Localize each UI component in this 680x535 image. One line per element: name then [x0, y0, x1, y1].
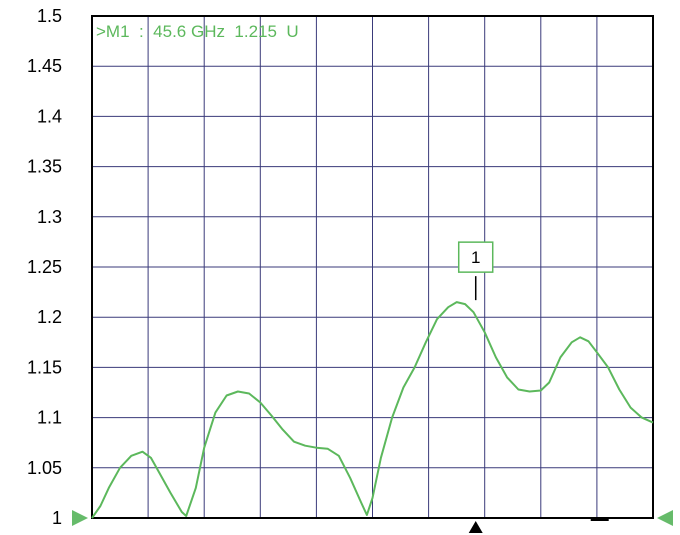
y-tick-label: 1.2: [37, 307, 62, 327]
y-tick-label: 1: [52, 508, 62, 528]
grid: [91, 15, 654, 519]
y-tick-label: 1.25: [27, 257, 62, 277]
y-tick-labels: 1.5 1.45 1.4 1.35 1.3 1.25 1.2 1.15 1.1 1.05 1: [27, 6, 62, 528]
marker-box: [457, 241, 494, 273]
marker-readout: >M1 : 45.6 GHz 1.215 U: [96, 22, 299, 41]
marker-layer: 1: [457, 241, 494, 301]
y-tick-label: 1.05: [27, 458, 62, 478]
reference-arrow-right: [657, 510, 673, 526]
y-tick-label: 1.45: [27, 56, 62, 76]
y-tick-label: 1.4: [37, 106, 62, 126]
marker-label: 1: [471, 248, 480, 267]
y-tick-label: 1.15: [27, 357, 62, 377]
y-tick-label: 1.1: [37, 408, 62, 428]
reference-arrow-left-icon: [72, 510, 88, 526]
y-tick-label: 1.5: [37, 6, 62, 26]
y-tick-label: 1.3: [37, 207, 62, 227]
reference-arrow-left: [72, 510, 88, 526]
marker-position-arrow-icon: [468, 521, 483, 533]
reference-arrow-right-icon: [657, 510, 673, 526]
trace-layer: [91, 301, 654, 519]
y-tick-label: 1.35: [27, 157, 62, 177]
series-line: [91, 301, 654, 519]
plot-border: [91, 15, 654, 519]
